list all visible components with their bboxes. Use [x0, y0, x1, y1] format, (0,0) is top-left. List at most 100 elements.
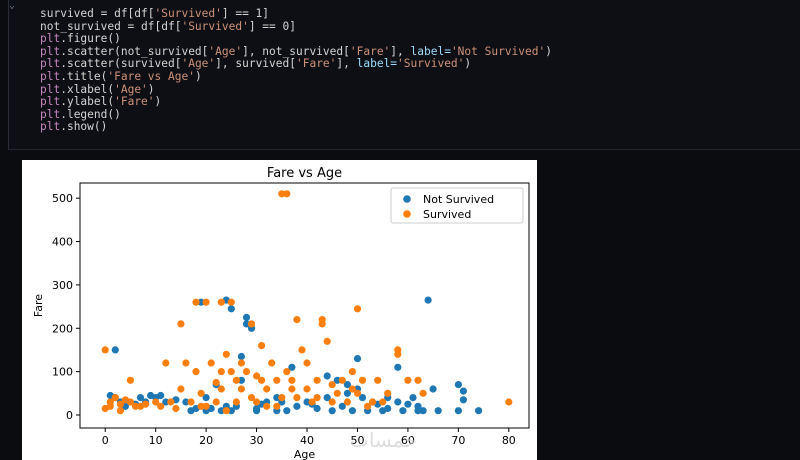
data-point-survived [333, 389, 341, 397]
data-point-not-survived [288, 363, 296, 371]
watermark-logo: خمسات [350, 428, 417, 452]
code-token: ) [154, 95, 162, 109]
code-token: label= [410, 44, 451, 58]
code-token: 'Not Survived' [450, 44, 546, 58]
code-token: ] == 0] [248, 19, 296, 33]
code-token: plt [40, 69, 61, 83]
data-point-survived [177, 320, 185, 328]
data-point-survived [308, 398, 316, 406]
code-cell[interactable]: ⌄ survived = df[df['Survived'] == 1] not_… [8, 0, 800, 150]
data-point-survived [253, 398, 261, 406]
code-token: survived = df[df[ [40, 7, 155, 20]
legend-marker-survived [403, 210, 411, 218]
data-point-survived [197, 389, 205, 397]
data-point-survived [298, 346, 306, 354]
data-point-not-survived [424, 296, 432, 304]
data-point-not-survived [273, 394, 281, 402]
data-point-not-survived [394, 363, 402, 371]
legend-box [390, 187, 524, 224]
chart-title: Fare vs Age [267, 166, 342, 181]
data-point-not-survived [434, 407, 442, 415]
data-point-not-survived [283, 407, 291, 415]
data-point-not-survived [197, 298, 205, 306]
data-point-survived [263, 385, 271, 393]
y-tick-label: 400 [52, 236, 73, 249]
data-point-survived [177, 385, 185, 393]
data-point-survived [353, 305, 362, 313]
y-tick-label: 200 [52, 322, 73, 335]
plot-area [79, 182, 530, 429]
data-point-survived [419, 389, 427, 397]
data-point-survived [258, 376, 266, 384]
y-tick-label: 300 [52, 279, 73, 292]
data-point-survived [288, 385, 296, 393]
data-point-survived [222, 350, 230, 358]
data-point-survived [167, 398, 175, 406]
x-tick-label: 40 [300, 434, 314, 447]
data-point-survived [323, 337, 331, 345]
data-point-survived [338, 376, 346, 384]
code-token: plt [40, 44, 61, 58]
data-point-survived [278, 190, 286, 198]
data-point-survived [253, 372, 261, 380]
data-point-survived [126, 376, 134, 384]
data-point-not-survived [399, 407, 407, 415]
code-token: plt [40, 95, 61, 109]
x-axis-label: Age [294, 448, 316, 460]
code-token: 'Age' [181, 57, 216, 71]
data-point-not-survived [227, 407, 235, 415]
data-point-not-survived [384, 404, 392, 413]
data-point-not-survived [237, 376, 245, 384]
data-point-survived [142, 400, 150, 408]
data-point-survived [111, 394, 119, 402]
code-token: .scatter(not_survived[ [60, 44, 209, 58]
data-point-survived [116, 407, 124, 415]
code-token: ) [147, 82, 155, 96]
data-point-survived [207, 359, 215, 367]
data-point-not-survived [348, 407, 356, 415]
x-tick-label: 50 [350, 434, 364, 447]
code-token: ) [194, 69, 202, 83]
data-point-survived [328, 398, 336, 406]
code-token: 'Fare' [349, 44, 391, 58]
data-point-survived [404, 376, 412, 384]
data-point-survived [313, 394, 321, 402]
data-point-not-survived [343, 381, 351, 389]
code-token: plt [40, 32, 61, 46]
code-line: plt.scatter(survived['Age'], survived['F… [40, 58, 552, 71]
code-token: 'Survived' [154, 7, 222, 20]
data-point-survived [313, 376, 321, 384]
data-point-survived [242, 368, 251, 376]
data-point-not-survived [237, 352, 245, 361]
data-point-survived [283, 190, 291, 198]
x-tick-label: 80 [502, 434, 516, 447]
data-point-survived [353, 389, 362, 397]
code-token: ], survived[ [215, 57, 296, 71]
code-token: 'Age' [208, 44, 243, 58]
data-point-survived [131, 402, 140, 410]
data-point-survived [379, 398, 387, 406]
data-point-survived [384, 389, 392, 397]
data-point-not-survived [419, 407, 427, 415]
code-token: .scatter(survived[ [60, 57, 182, 71]
data-point-survived [374, 376, 382, 384]
data-point-survived [182, 359, 190, 367]
data-point-not-survived [323, 372, 331, 380]
data-point-survived [348, 385, 356, 393]
data-point-survived [318, 316, 326, 324]
code-token: 'Survived' [397, 57, 465, 71]
y-axis-label: Fare [32, 294, 45, 317]
data-point-not-survived [253, 404, 261, 413]
x-tick-label: 10 [149, 434, 163, 447]
data-point-survived [273, 402, 281, 410]
cell-collapse-icon[interactable]: ⌄ [9, 0, 16, 11]
data-point-survived [157, 402, 165, 410]
code-editor[interactable]: survived = df[df['Survived'] == 1] not_su… [40, 7, 552, 134]
data-point-not-survived [162, 398, 170, 406]
data-point-not-survived [414, 402, 422, 410]
data-point-survived [258, 342, 266, 350]
data-point-survived [212, 398, 220, 406]
code-token: ) [464, 57, 472, 71]
data-point-survived [237, 359, 245, 367]
y-tick-label: 100 [52, 366, 73, 379]
